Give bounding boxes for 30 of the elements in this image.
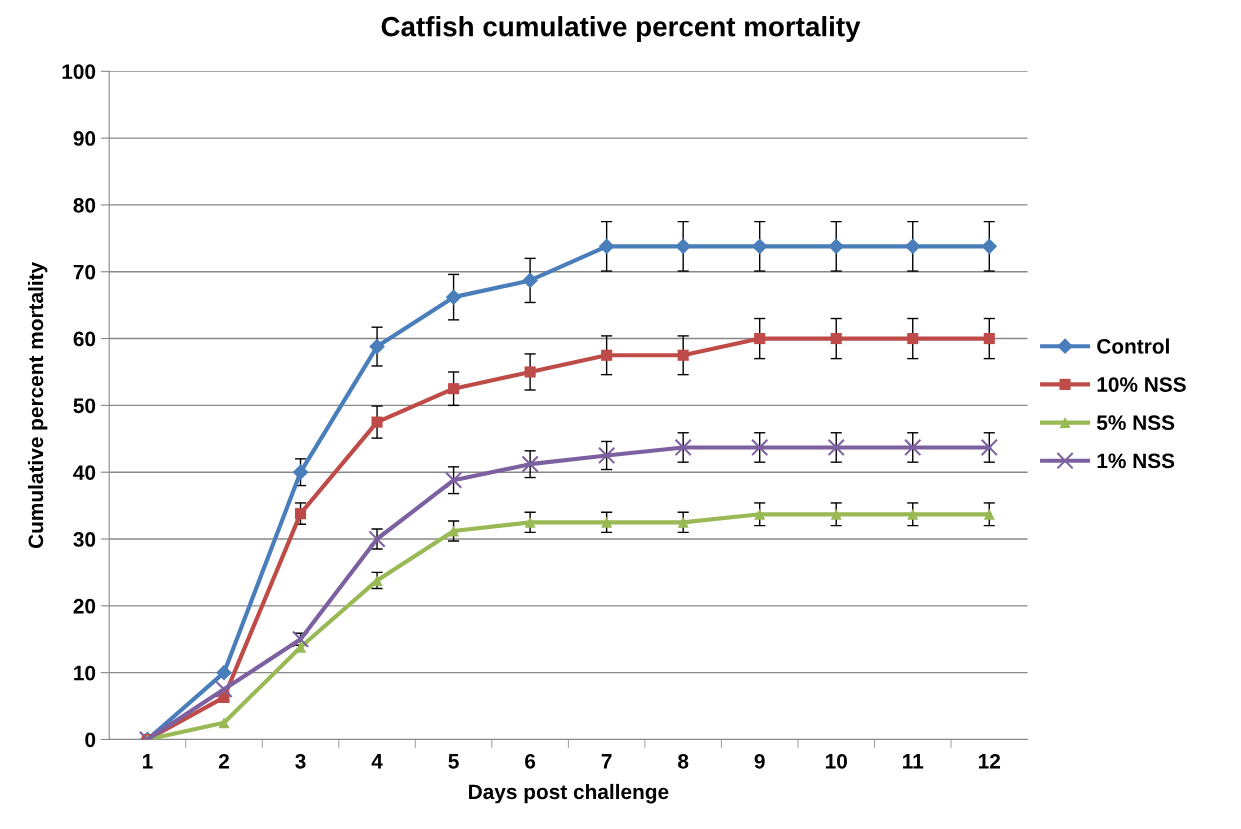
x-tick-label: 5: [448, 754, 459, 769]
legend-label: 5% NSS: [1096, 415, 1175, 431]
x-tick-label: 7: [601, 754, 612, 769]
x-tick-label: 2: [218, 753, 229, 769]
y-tick-label: 60: [73, 331, 96, 347]
x-tick-label: 8: [678, 753, 689, 769]
y-tick-label: 80: [73, 197, 96, 213]
x-tick-label: 6: [525, 753, 536, 769]
y-tick-label: 70: [73, 264, 96, 280]
x-tick-label: 3: [295, 753, 306, 769]
x-axis-title: Days post challenge: [469, 783, 669, 804]
y-tick-label: 100: [62, 64, 96, 80]
x-tick-label: 4: [371, 754, 383, 769]
x-tick-label: 9: [754, 753, 765, 769]
y-tick-label: 20: [73, 598, 96, 614]
y-tick-label: 90: [73, 131, 96, 146]
x-tick-label: 11: [903, 754, 924, 769]
legend-label: Control: [1097, 338, 1169, 354]
y-tick-label: 0: [85, 732, 96, 748]
y-tick-label: 50: [73, 398, 96, 414]
y-axis-title: Cumulative percent mortality: [27, 261, 48, 549]
chart-title: Catfish cumulative percent mortality: [381, 16, 861, 42]
y-tick-label: 10: [74, 665, 96, 681]
legend-label: 10% NSS: [1097, 377, 1186, 392]
x-tick-label: 12: [979, 753, 1001, 769]
y-tick-label: 30: [73, 532, 96, 547]
x-tick-label: 10: [825, 753, 847, 769]
legend-label: 1% NSS: [1097, 453, 1175, 469]
y-tick-label: 40: [73, 465, 96, 480]
x-tick-label: 1: [142, 754, 153, 769]
